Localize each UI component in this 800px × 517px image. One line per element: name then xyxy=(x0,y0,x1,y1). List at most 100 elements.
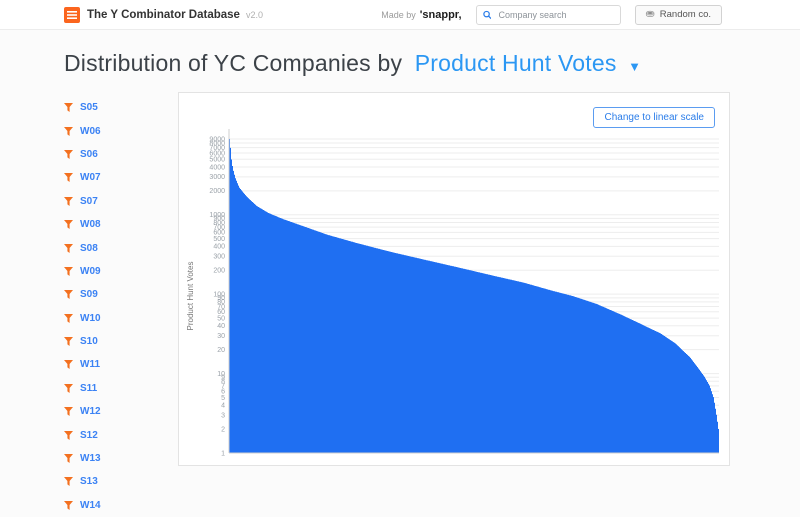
y-tick-label: 700 xyxy=(213,224,225,231)
sidebar-item-batch-s10[interactable]: S10 xyxy=(64,330,164,353)
y-tick-label: 8000 xyxy=(209,140,225,147)
sidebar-item-batch-w14[interactable]: W14 xyxy=(64,494,164,517)
batch-link[interactable]: S13 xyxy=(80,476,98,488)
y-tick-label: 30 xyxy=(217,333,225,340)
y-tick-label: 9000 xyxy=(209,136,225,143)
app-logo-icon[interactable] xyxy=(64,6,80,23)
y-tick-label: 800 xyxy=(213,220,225,227)
batch-link[interactable]: S07 xyxy=(80,195,98,207)
snappr-brand[interactable]: 'snappr, xyxy=(419,8,462,21)
y-tick-label: 40 xyxy=(217,323,225,330)
sidebar-item-batch-w08[interactable]: W08 xyxy=(64,213,164,236)
random-company-label: Random co. xyxy=(659,9,711,20)
filter-icon xyxy=(64,266,73,276)
linear-scale-toggle-button[interactable]: Change to linear scale xyxy=(593,107,715,128)
y-tick-label: 10 xyxy=(217,371,225,378)
sidebar-item-batch-s12[interactable]: S12 xyxy=(64,423,164,446)
y-tick-label: 400 xyxy=(213,244,225,251)
filter-icon xyxy=(64,243,73,253)
y-tick-label: 100 xyxy=(213,291,225,298)
metric-dropdown[interactable]: Product Hunt Votes ▼ xyxy=(415,50,641,76)
batch-link[interactable]: S05 xyxy=(80,102,98,114)
batch-link[interactable]: S06 xyxy=(80,148,98,160)
batch-link[interactable]: W08 xyxy=(80,219,101,231)
sidebar-item-batch-s07[interactable]: S07 xyxy=(64,190,164,213)
filter-icon xyxy=(64,173,73,183)
batch-link[interactable]: S11 xyxy=(80,382,98,394)
y-tick-label: 6000 xyxy=(209,150,225,157)
y-tick-label: 8 xyxy=(221,379,225,386)
sidebar-item-batch-w06[interactable]: W06 xyxy=(64,119,164,142)
batch-filter-list: S05 W06 S06 W07 S07 W08 S08 W09 S09 W10 S10 W11 S11 W… xyxy=(64,96,164,517)
y-tick-label: 500 xyxy=(213,236,225,243)
filter-icon xyxy=(64,500,73,510)
batch-link[interactable]: W10 xyxy=(80,312,101,324)
filter-icon xyxy=(64,337,73,347)
y-tick-label: 600 xyxy=(213,230,225,237)
made-by-label: Made by xyxy=(381,9,416,20)
batch-link[interactable]: W09 xyxy=(80,265,101,277)
batch-link[interactable]: W12 xyxy=(80,406,101,418)
y-tick-label: 900 xyxy=(213,216,225,223)
y-tick-label: 1000 xyxy=(209,212,225,219)
y-tick-label: 20 xyxy=(217,347,225,354)
y-tick-label: 7 xyxy=(221,383,225,390)
filter-icon xyxy=(64,360,73,370)
y-tick-label: 1 xyxy=(221,450,225,457)
chart-card: Change to linear scale 1 2 3 4 5 6 7 8 9 10 20 30 40… xyxy=(178,92,730,466)
batch-link[interactable]: S09 xyxy=(80,289,98,301)
y-tick-label: 5000 xyxy=(209,157,225,164)
page-title-prefix: Distribution of YC Companies by xyxy=(64,50,403,76)
dice-icon: ⛂ xyxy=(645,8,655,20)
y-tick-label: 300 xyxy=(213,254,225,261)
filter-icon xyxy=(64,103,73,113)
filter-icon xyxy=(64,454,73,464)
sidebar-item-batch-s09[interactable]: S09 xyxy=(64,283,164,306)
sidebar-item-batch-w10[interactable]: W10 xyxy=(64,307,164,330)
filter-icon xyxy=(64,290,73,300)
batch-link[interactable]: S12 xyxy=(80,429,98,441)
sidebar-item-batch-s13[interactable]: S13 xyxy=(64,470,164,493)
filter-icon xyxy=(64,407,73,417)
sidebar-item-batch-w09[interactable]: W09 xyxy=(64,260,164,283)
y-tick-label: 70 xyxy=(217,304,225,311)
filter-icon xyxy=(64,196,73,206)
filter-icon xyxy=(64,383,73,393)
y-tick-label: 200 xyxy=(213,268,225,275)
random-company-button[interactable]: ⛂ Random co. xyxy=(634,4,722,25)
page-title: Distribution of YC Companies by Product … xyxy=(64,50,641,77)
batch-link[interactable]: W11 xyxy=(80,359,101,371)
y-tick-label: 5 xyxy=(221,395,225,402)
sidebar-item-batch-s11[interactable]: S11 xyxy=(64,377,164,400)
search-input[interactable] xyxy=(496,8,614,21)
filter-icon xyxy=(64,313,73,323)
sidebar-item-batch-w12[interactable]: W12 xyxy=(64,400,164,423)
batch-link[interactable]: S10 xyxy=(80,336,98,348)
company-search-box[interactable] xyxy=(475,4,621,25)
y-tick-label: 90 xyxy=(217,295,225,302)
search-icon xyxy=(482,10,492,19)
y-tick-label: 9 xyxy=(221,375,225,382)
metric-dropdown-value: Product Hunt Votes xyxy=(414,50,617,76)
batch-link[interactable]: W07 xyxy=(80,172,101,184)
y-tick-label: 3 xyxy=(221,412,225,419)
chart-canvas: 1234567891020304050607080901002003004005… xyxy=(186,129,720,457)
y-tick-label: 60 xyxy=(217,309,225,316)
filter-icon xyxy=(64,220,73,230)
y-axis-title: Product Hunt Votes xyxy=(186,262,195,331)
batch-link[interactable]: W06 xyxy=(80,125,101,137)
distribution-area xyxy=(229,139,720,453)
batch-link[interactable]: W14 xyxy=(80,499,101,511)
sidebar-item-batch-s08[interactable]: S08 xyxy=(64,236,164,259)
sidebar-item-batch-s05[interactable]: S05 xyxy=(64,96,164,119)
sidebar-item-batch-s06[interactable]: S06 xyxy=(64,143,164,166)
y-tick-label: 2000 xyxy=(209,188,225,195)
sidebar-item-batch-w13[interactable]: W13 xyxy=(64,447,164,470)
batch-link[interactable]: S08 xyxy=(80,242,98,254)
sidebar-item-batch-w11[interactable]: W11 xyxy=(64,353,164,376)
app-version: v2.0 xyxy=(245,9,263,20)
sidebar-item-batch-w07[interactable]: W07 xyxy=(64,166,164,189)
batch-link[interactable]: W13 xyxy=(80,453,101,465)
y-tick-label: 2 xyxy=(221,426,225,433)
chevron-down-icon: ▼ xyxy=(628,59,642,74)
